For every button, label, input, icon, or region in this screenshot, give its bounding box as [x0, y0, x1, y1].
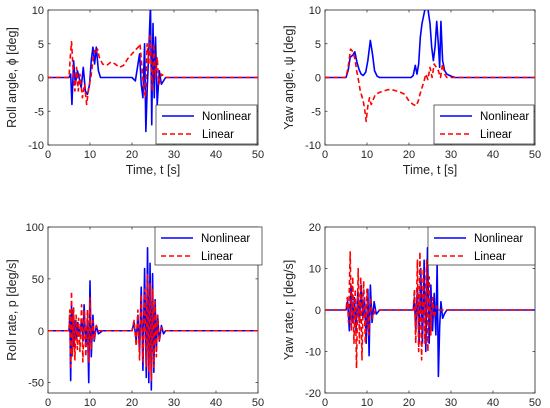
y-tick-label: -50: [28, 378, 44, 390]
x-tick-label: 40: [487, 149, 499, 161]
series-line-linear: [48, 32, 258, 106]
x-tick-label: 30: [445, 149, 457, 161]
legend: Nonlinear Linear: [154, 226, 263, 266]
x-tick-label: 10: [361, 397, 373, 408]
y-tick-label: 5: [315, 39, 321, 51]
y-axis-label: Roll angle, ϕ [deg]: [5, 27, 19, 128]
x-tick-label: 10: [361, 149, 373, 161]
y-tick-label: 0: [315, 305, 321, 317]
x-tick-label: 10: [84, 149, 96, 161]
legend-label-linear: Linear: [201, 251, 233, 263]
x-axis-label: Time, t [s]: [403, 163, 457, 177]
y-axis-label: Yaw angle, ψ [deg]: [282, 25, 296, 130]
x-tick-label: 30: [168, 397, 180, 408]
x-tick-label: 0: [322, 149, 328, 161]
chart-panel-2: 0 10 20 30 40 50 -10 -5 0 5 10 Time, t [s] Yaw angle…: [282, 5, 541, 177]
x-tick-label: 0: [45, 149, 51, 161]
legend-box: [427, 226, 536, 266]
y-tick-label: 100: [26, 222, 44, 234]
x-tick-label: 20: [403, 397, 415, 408]
x-tick-label: 10: [84, 397, 96, 408]
legend-label-nonlinear: Nonlinear: [201, 233, 250, 245]
y-axis-label: Roll rate, p [deg/s]: [5, 259, 19, 360]
x-axis-label: Time, t [s]: [126, 163, 180, 177]
y-tick-label: -20: [305, 388, 321, 400]
legend-label-linear: Linear: [480, 129, 512, 141]
y-tick-label: 20: [309, 222, 321, 234]
x-tick-label: 20: [403, 149, 415, 161]
y-tick-label: 50: [32, 274, 44, 286]
legend-label-linear: Linear: [474, 251, 506, 263]
legend-box: [433, 104, 535, 145]
y-tick-label: 0: [38, 326, 44, 338]
chart-panel-1: 0 10 20 30 40 50 -10 -5 0 5 10 Time, t [s] Roll angl…: [5, 5, 264, 177]
y-tick-label: -5: [311, 106, 321, 118]
x-tick-label: 50: [252, 397, 264, 408]
legend: Nonlinear Linear: [427, 226, 536, 266]
x-tick-label: 50: [529, 397, 541, 408]
x-tick-label: 20: [126, 397, 138, 408]
y-tick-label: -10: [28, 140, 44, 152]
y-tick-label: 10: [309, 264, 321, 276]
x-tick-label: 40: [487, 397, 499, 408]
legend-label-linear: Linear: [202, 129, 234, 141]
legend-box: [154, 226, 263, 266]
x-tick-label: 0: [45, 397, 51, 408]
x-tick-label: 30: [445, 397, 457, 408]
y-tick-label: 10: [32, 5, 44, 17]
y-tick-label: 5: [38, 39, 44, 51]
x-tick-label: 40: [210, 397, 222, 408]
x-tick-label: 40: [210, 149, 222, 161]
y-tick-label: -10: [305, 347, 321, 359]
series-line-linear: [48, 272, 258, 382]
series-line-linear: [325, 251, 535, 369]
series-line-nonlinear: [48, 10, 258, 133]
legend-label-nonlinear: Nonlinear: [474, 233, 523, 245]
legend-label-nonlinear: Nonlinear: [480, 111, 529, 123]
x-tick-label: 50: [529, 149, 541, 161]
legend-label-nonlinear: Nonlinear: [202, 111, 251, 123]
legend-box: [155, 104, 258, 145]
y-axis-label: Yaw rate, r [deg/s]: [282, 260, 296, 361]
x-tick-label: 0: [322, 397, 328, 408]
x-tick-label: 20: [126, 149, 138, 161]
y-tick-label: 10: [309, 5, 321, 17]
y-tick-label: -10: [305, 140, 321, 152]
series-line-linear: [325, 48, 535, 123]
series-line-nonlinear: [325, 10, 535, 79]
y-tick-label: 0: [315, 73, 321, 85]
legend: Nonlinear Linear: [155, 104, 258, 145]
x-tick-label: 30: [168, 149, 180, 161]
legend: Nonlinear Linear: [433, 104, 535, 145]
y-tick-label: -5: [34, 106, 44, 118]
y-tick-label: 0: [38, 73, 44, 85]
x-tick-label: 50: [252, 149, 264, 161]
